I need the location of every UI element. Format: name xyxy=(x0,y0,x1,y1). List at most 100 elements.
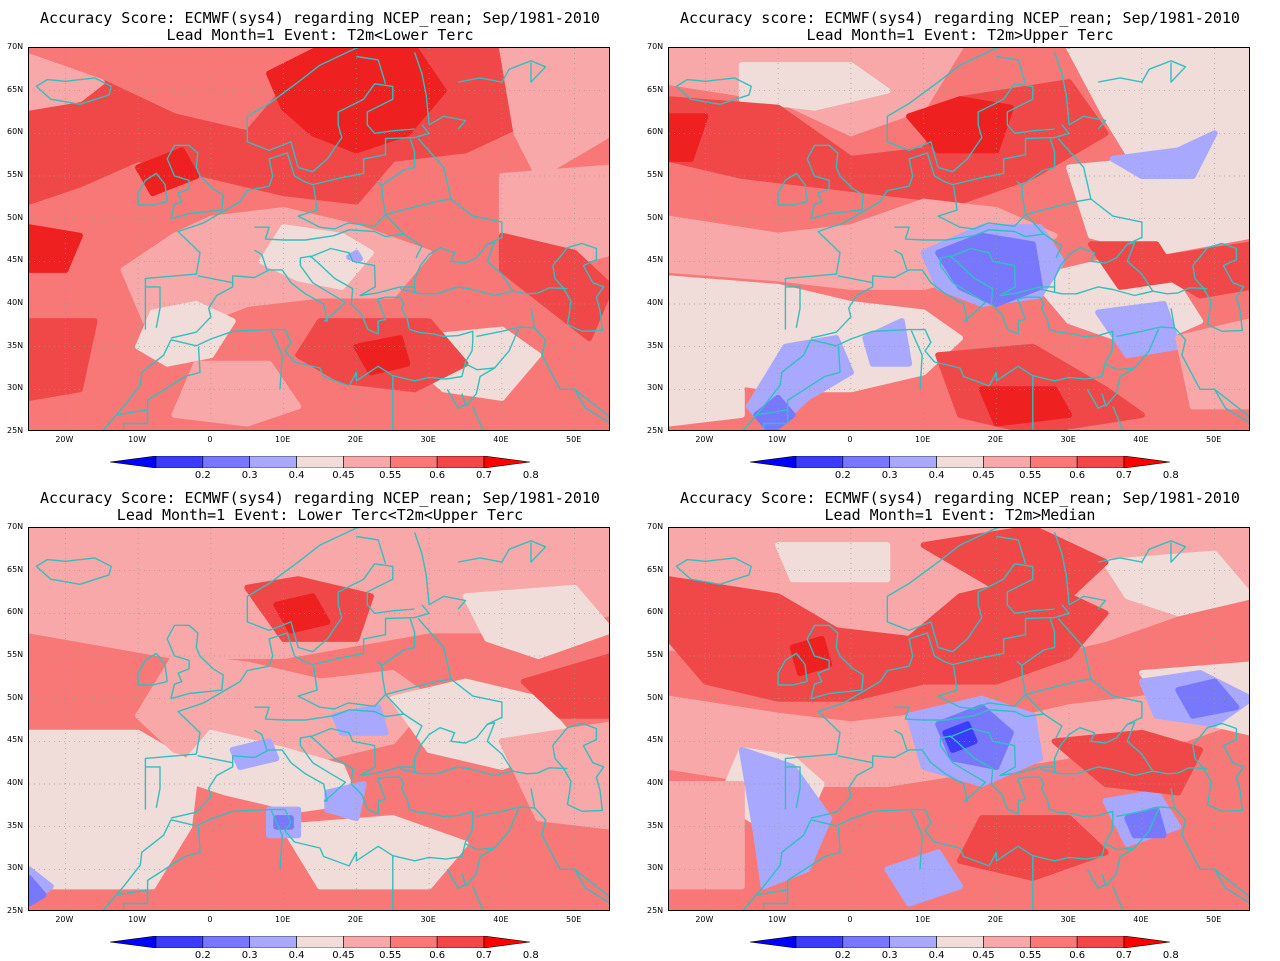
longitude-tick-label: 20E xyxy=(347,915,363,924)
coastline xyxy=(146,826,201,890)
latitude-tick-label: 30N xyxy=(7,863,24,873)
colorbar-label: 0.55 xyxy=(379,470,402,481)
coastline xyxy=(464,847,495,887)
latitude-tick-label: 70N xyxy=(7,42,24,51)
map-frame xyxy=(668,527,1250,911)
colorbar-label: 0.6 xyxy=(1069,950,1086,961)
coastline xyxy=(810,255,1114,387)
coastline xyxy=(1116,788,1176,818)
longitude-tick-label: 10W xyxy=(768,435,787,444)
longitude-tick-label: 0 xyxy=(847,435,853,444)
panel-title: Accuracy Score: ECMWF(sys4) regarding NC… xyxy=(680,489,1240,507)
colorbar-segment xyxy=(155,936,204,948)
coastline xyxy=(784,604,1070,810)
coastline xyxy=(116,889,149,910)
coastline xyxy=(35,77,112,105)
colorbar-label: 0.55 xyxy=(379,950,402,961)
coastline xyxy=(384,200,437,235)
coastline xyxy=(417,618,452,680)
longitude-tick-label: 40E xyxy=(493,915,509,924)
coastline xyxy=(675,557,752,585)
coastline xyxy=(1053,52,1070,125)
colorbar-label: 0.6 xyxy=(1069,470,1086,481)
coastline xyxy=(1152,767,1208,775)
coastline xyxy=(298,563,415,653)
coastline xyxy=(1174,807,1201,870)
panel-subtitle: Lead Month=1 Event: T2m<Lower Terc xyxy=(166,26,474,44)
coastline xyxy=(1104,847,1135,887)
coastline xyxy=(472,886,484,910)
contour-region xyxy=(862,318,913,367)
longitude-tick-label: 40E xyxy=(1133,435,1149,444)
coastline xyxy=(512,287,568,295)
colorbar-max-arrow xyxy=(1123,456,1170,468)
coastline xyxy=(894,249,908,271)
contour-region xyxy=(920,528,1109,600)
colorbar-segment xyxy=(1076,456,1125,468)
colorbar xyxy=(750,456,1170,468)
coastline xyxy=(436,198,503,245)
coastline xyxy=(309,247,415,297)
latitude-tick-label: 50N xyxy=(7,692,24,702)
map-frame xyxy=(28,47,610,431)
latitude-tick-label: 35N xyxy=(647,340,664,350)
contour-region xyxy=(1175,318,1249,410)
colorbar-label: 0.3 xyxy=(241,470,258,481)
coastline xyxy=(458,540,547,563)
coastline xyxy=(1192,722,1245,812)
coastline xyxy=(458,60,547,83)
latitude-tick-label: 60N xyxy=(7,607,24,617)
latitude-tick-label: 50N xyxy=(647,212,664,222)
longitude-tick-label: 20W xyxy=(695,435,714,444)
latitude-tick-label: 25N xyxy=(647,426,664,435)
latitude-tick-label: 25N xyxy=(647,906,664,915)
latitude-tick-label: 65N xyxy=(7,564,24,574)
longitude-tick-label: 0 xyxy=(207,435,213,444)
coastline xyxy=(1098,540,1187,563)
coastline xyxy=(777,652,808,686)
coastline xyxy=(512,767,568,775)
contour-region xyxy=(273,815,294,830)
contour-region xyxy=(1124,806,1167,839)
coastline xyxy=(197,275,233,284)
longitude-tick-label: 0 xyxy=(847,915,853,924)
coastline xyxy=(116,409,149,430)
colorbar xyxy=(110,936,530,948)
longitude-tick-label: 30E xyxy=(1060,915,1076,924)
coastline xyxy=(413,532,430,605)
coastline xyxy=(270,330,283,390)
latitude-tick-label: 55N xyxy=(7,650,24,659)
coastline xyxy=(574,388,609,418)
colorbar-label: 0.45 xyxy=(332,470,355,481)
coastline xyxy=(145,286,161,329)
colorbar-min-arrow xyxy=(750,456,797,468)
coastline xyxy=(476,308,536,338)
coastline xyxy=(436,678,503,725)
colorbar-segment xyxy=(795,456,844,468)
colorbar-label: 0.55 xyxy=(1019,950,1042,961)
latitude-tick-label: 60N xyxy=(7,127,24,137)
latitude-tick-label: 40N xyxy=(7,298,24,307)
coastline xyxy=(1039,286,1063,295)
coastline xyxy=(938,83,1055,173)
colorbar-segment xyxy=(202,456,251,468)
coastline xyxy=(1200,388,1249,424)
colorbar-label: 0.3 xyxy=(881,470,898,481)
latitude-tick-label: 50N xyxy=(7,212,24,222)
colorbar-label: 0.8 xyxy=(522,950,539,961)
contour-region xyxy=(1138,241,1249,299)
coastline xyxy=(1039,766,1063,775)
coastline xyxy=(574,868,609,898)
colorbar-label: 0.45 xyxy=(332,950,355,961)
latitude-tick-label: 65N xyxy=(647,564,664,574)
latitude-tick-label: 35N xyxy=(7,820,24,830)
colorbar-segment xyxy=(296,456,344,468)
coastline xyxy=(356,55,387,85)
coastline xyxy=(949,247,1055,297)
longitude-tick-label: 10E xyxy=(915,435,931,444)
coastline xyxy=(1021,618,1056,666)
latitude-tick-label: 70N xyxy=(647,42,664,51)
colorbar-label: 0.45 xyxy=(972,950,995,961)
coastline xyxy=(938,563,1055,653)
colorbar-label: 0.4 xyxy=(288,470,305,481)
